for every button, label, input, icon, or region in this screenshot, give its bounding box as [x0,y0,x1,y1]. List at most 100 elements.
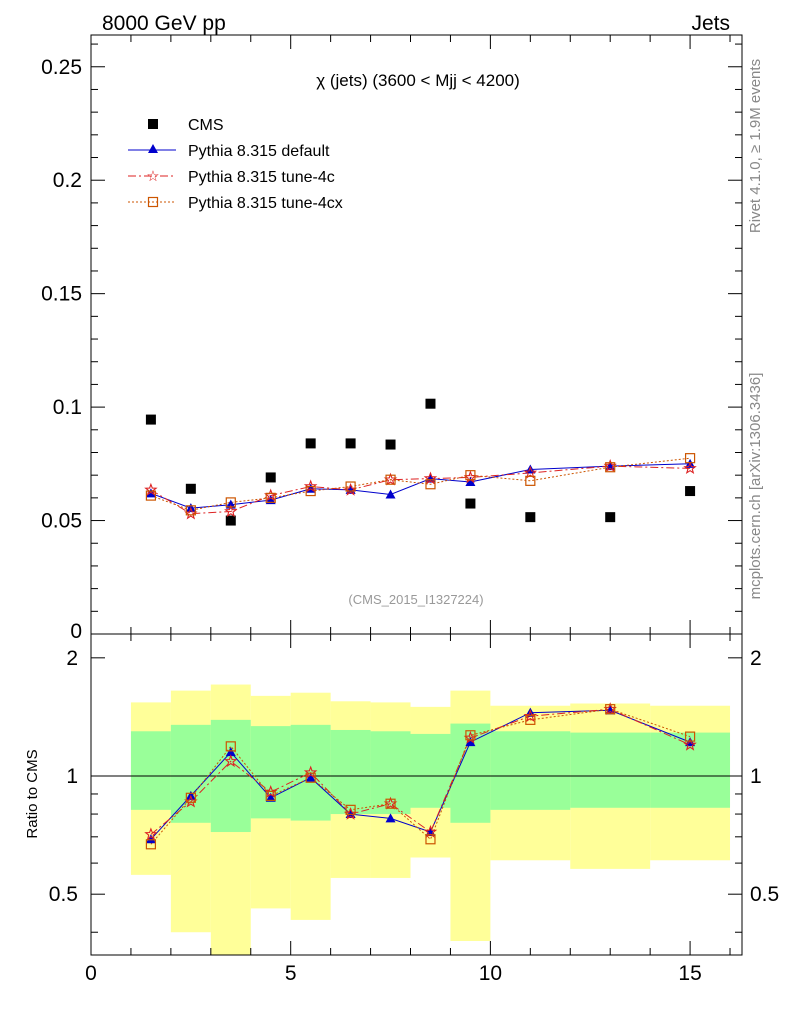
ratio-y-tick-label: 2 [66,647,78,670]
tune4cx-marker [345,481,356,492]
ratio-plot-area [91,684,742,955]
ratio-band-inner [250,726,291,819]
mcplots-label: mcplots.cern.ch [arXiv:1306.3436] [747,373,764,600]
legend-cms-label: CMS [188,117,224,134]
legend-tune4cx-marker [147,196,159,208]
tune4cx-marker [605,704,616,715]
default-marker [305,772,316,782]
legend: CMS Pythia 8.315 default ☆ Pythia 8.315 … [128,117,343,212]
watermark-label: (CMS_2015_I1327224) [348,592,483,607]
x-tick-label: 0 [85,962,97,985]
tune4c-marker [144,482,158,496]
ratio-band-inner [170,724,211,823]
ratio-default-line [150,709,691,840]
cms-data-point [525,512,536,523]
tune4c-marker [224,754,238,768]
default-marker [145,834,156,844]
tune4cx-marker [684,731,696,742]
cms-data-point [265,472,276,483]
y-tick-label: 0.2 [53,169,82,192]
tune4c-marker [303,765,318,779]
tune4cx-marker [465,730,476,741]
cms-data-point [185,483,196,494]
header-left-label: 8000 GeV pp [102,12,226,35]
tune4c-marker [144,827,158,841]
y-tick-label: 0.05 [41,510,82,533]
cms-data-point [225,515,236,526]
ratio-band-inner [130,731,171,810]
ratio-band-inner [570,732,651,808]
cms-data-point [685,486,696,497]
header-right-label: Jets [691,12,730,35]
default-marker [465,737,476,747]
legend-tune4c-marker: ☆ [146,168,159,185]
ratio-band-inner [410,733,451,808]
x-tick-label: 15 [678,962,701,985]
tune4cx-marker [225,497,236,508]
ratio-y-tick-label: 1 [66,765,78,788]
ratio-plot-frame [90,633,743,956]
tune4cx-marker [145,490,157,501]
main-default-line [150,463,691,509]
legend-tune4c-label: Pythia 8.315 tune-4c [188,169,335,186]
tune4c-marker [224,504,238,518]
tune4c-marker [523,709,538,722]
ratio-tune4cx-line [150,708,691,845]
tune4c-marker [683,737,697,751]
tune4c-marker [264,488,278,502]
default-marker [385,489,396,499]
tune4cx-marker [305,772,316,783]
ratio-ylabel: Ratio to CMS [24,749,41,838]
tune4c-marker [423,471,438,485]
x-tick-label: 5 [285,962,297,985]
legend-cms-marker [148,119,158,129]
ratio-band-inner [490,731,571,810]
tune4c-marker [303,479,318,493]
tune4cx-marker [225,741,236,752]
chart-marks: 0 5 10 15 0 0.05 0.1 0.15 0.2 0.25 0.5 0.5 1 1 2 2 [41,34,779,985]
y-tick-label: 0 [70,620,82,643]
tune4cx-marker [305,485,316,497]
tune4cx-marker [185,792,196,803]
plot-title: χ (jets) (3600 < Mjj < 4200) [316,71,520,90]
y-tick-label: 0.25 [41,56,82,79]
tune4cx-marker [465,470,476,481]
default-marker [265,792,276,802]
y-tick-label: 0.1 [53,396,82,419]
tune4cx-marker [345,804,356,815]
main-tune4c-line [150,465,691,515]
legend-default-marker [148,144,158,153]
tune4cx-marker [185,505,196,516]
legend-tune4cx-label: Pythia 8.315 tune-4cx [188,195,343,212]
tune4cx-marker [385,474,396,485]
tune4cx-marker [525,714,536,725]
tune4c-marker [523,465,538,479]
main-plot-area [144,398,697,526]
tune4cx-marker [145,839,157,850]
tune4cx-marker [605,462,616,473]
tune4cx-marker [684,453,696,464]
ratio-band-inner [370,731,411,815]
cms-data-point [145,414,156,425]
default-marker [225,747,236,757]
cms-data-point [425,398,436,409]
tune4cx-marker [265,790,276,801]
ratio-y-tick-label-right: 1 [750,765,762,788]
ratio-y-tick-label-right: 2 [750,647,762,670]
main-tune4cx-line [150,457,691,511]
ratio-y-tick-label: 0.5 [49,883,78,906]
tune4cx-marker [265,492,276,503]
rivet-version-label: Rivet 4.1.0, ≥ 1.9M events [747,59,764,233]
x-tick-label: 10 [479,962,502,985]
tune4cx-marker [385,798,396,809]
cms-data-point [345,438,356,449]
tune4cx-marker [525,475,536,486]
cms-data-point [385,439,396,450]
ratio-tune4c-line [150,708,691,835]
tune4cx-marker [425,834,436,845]
ratio-y-tick-label-right: 0.5 [750,883,779,906]
legend-default-label: Pythia 8.315 default [188,143,330,160]
y-tick-label: 0.15 [41,283,82,306]
tune4c-marker [264,785,278,798]
